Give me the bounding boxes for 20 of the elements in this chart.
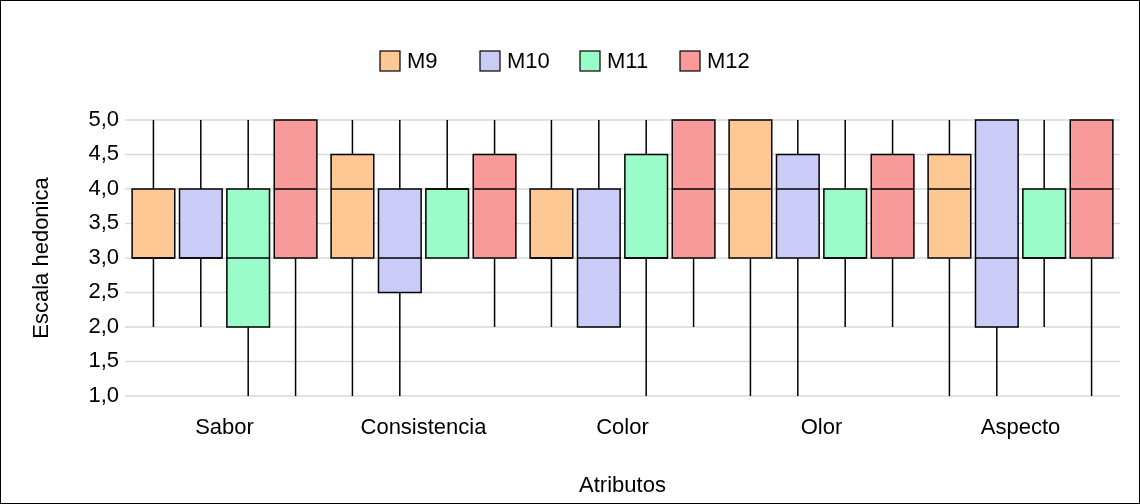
y-tick-label: 3,0 xyxy=(88,243,119,269)
legend-label: M11 xyxy=(607,47,649,73)
x-tick-label: Sabor xyxy=(195,414,254,439)
y-tick-label: 4,5 xyxy=(88,140,119,166)
y-tick-label: 2,0 xyxy=(88,312,119,338)
x-axis-title: Atributos xyxy=(579,472,666,497)
y-tick-label: 3,5 xyxy=(88,209,119,235)
legend-label: M12 xyxy=(707,47,750,73)
y-tick-label: 4,0 xyxy=(88,174,119,200)
y-tick-label: 5,0 xyxy=(88,105,119,131)
y-tick-label: 1,0 xyxy=(88,381,119,407)
y-tick-label: 2,5 xyxy=(88,278,119,304)
legend-label: M10 xyxy=(507,47,550,73)
legend-label: M9 xyxy=(407,47,438,73)
y-axis-title: Escala hedonica xyxy=(28,176,53,339)
x-tick-label: Aspecto xyxy=(980,414,1061,439)
x-tick-label: Consistencia xyxy=(360,414,488,439)
y-tick-label: 1,5 xyxy=(88,347,119,373)
x-tick-label: Olor xyxy=(800,414,843,439)
x-tick-label: Color xyxy=(596,414,649,439)
